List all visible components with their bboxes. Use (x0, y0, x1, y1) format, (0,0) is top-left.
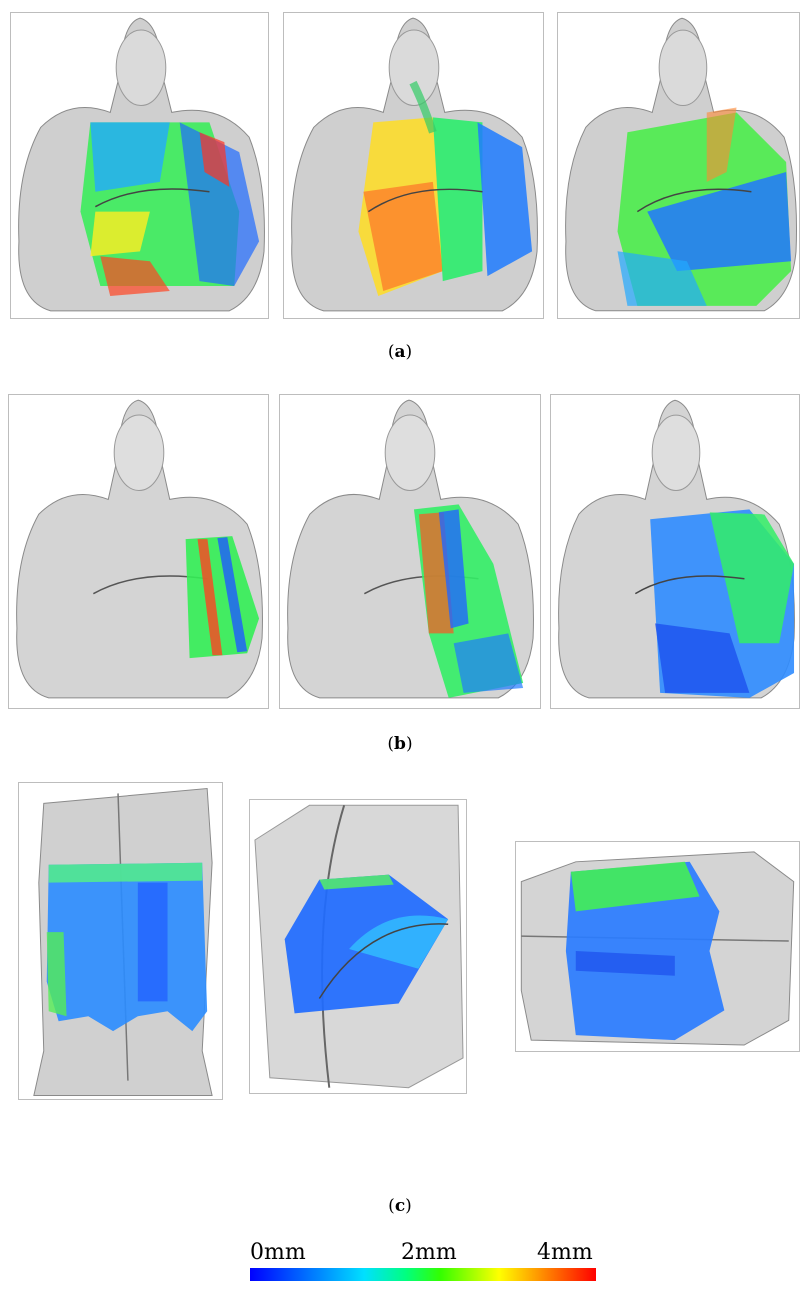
panel-a1 (10, 12, 269, 319)
buddha-deviation-map-a1 (18, 17, 265, 312)
panel-b3 (550, 394, 800, 709)
buddha-deviation-map-a3 (565, 17, 798, 312)
caption-a: (a) (387, 342, 413, 362)
statue-curved-detail-deviation-map (254, 804, 464, 1089)
buddha-deviation-map-b3 (558, 399, 795, 699)
panel-c1 (18, 782, 223, 1100)
colorbar-label-mid: 2mm (401, 1240, 457, 1265)
statue-lower-body-deviation-map (33, 787, 213, 1096)
colorbar-label-max: 4mm (537, 1240, 593, 1265)
panel-b1 (8, 394, 269, 709)
buddha-deviation-map-a2 (291, 17, 538, 312)
deviation-colorbar (250, 1268, 596, 1281)
panel-c3 (515, 841, 800, 1052)
caption-b: (b) (387, 734, 413, 754)
statue-base-deviation-map (520, 851, 795, 1046)
panel-b2 (279, 394, 541, 709)
panel-c2 (249, 799, 467, 1094)
buddha-deviation-map-b2 (287, 399, 534, 699)
panel-a2 (283, 12, 544, 319)
caption-c: (c) (388, 1196, 412, 1216)
colorbar-label-min: 0mm (250, 1240, 306, 1265)
buddha-deviation-map-b1 (16, 399, 263, 699)
panel-a3 (557, 12, 800, 319)
